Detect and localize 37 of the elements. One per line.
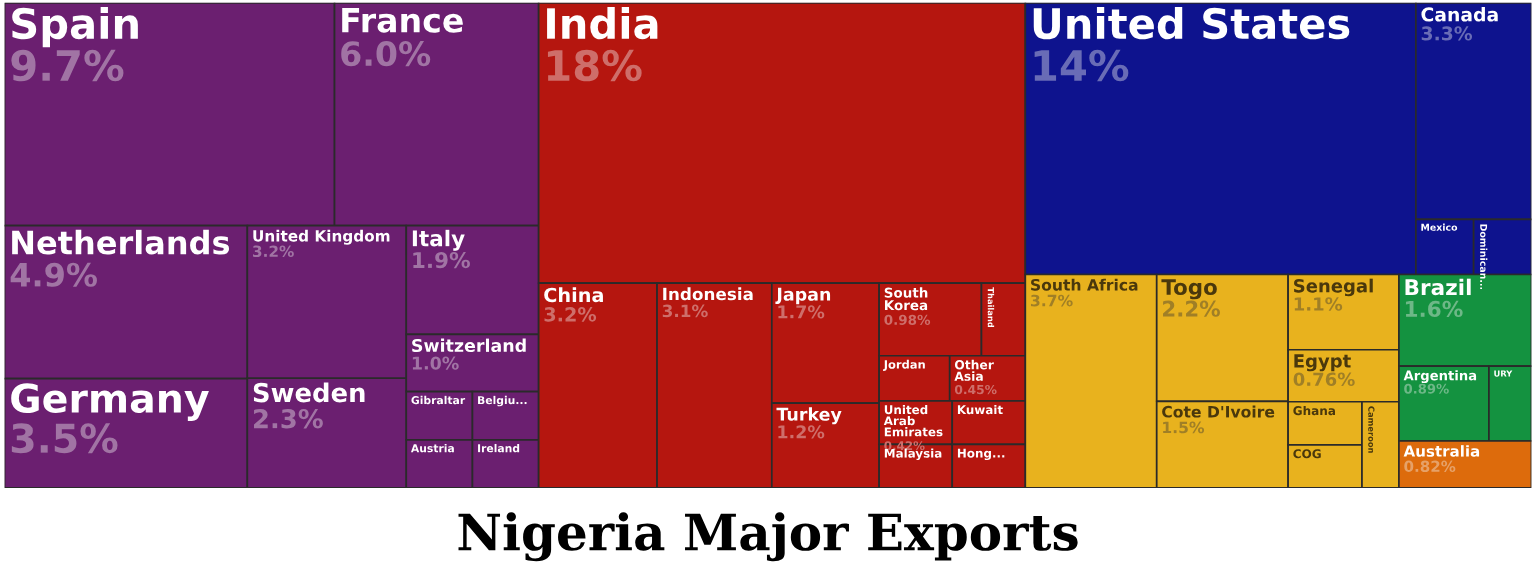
category-label: Netherlands [12, 229, 230, 255]
category-label: Canada [1421, 7, 1498, 22]
category-label: Senegal [1294, 278, 1373, 297]
data-label: 1.1% [1294, 297, 1343, 311]
category-label: Indonesia [663, 287, 753, 301]
data-label: 3.2% [544, 307, 597, 322]
data-label: 3.1% [662, 304, 708, 318]
category-label: Sweden [253, 382, 365, 403]
data-label: 2.3% [254, 408, 323, 429]
data-label: 0.76% [1293, 372, 1355, 387]
category-label: Turkey [776, 407, 842, 425]
category-label: Switzerland [412, 338, 526, 353]
category-label: France [342, 8, 463, 33]
data-label: 1.0% [412, 356, 459, 370]
data-label: 14% [1034, 49, 1129, 82]
data-label: 6.0% [341, 41, 431, 67]
category-label: Italy [412, 229, 465, 251]
category-label: Egypt [1294, 354, 1351, 372]
category-label: Brazil [1405, 278, 1471, 296]
data-label: 1.6% [1405, 300, 1463, 318]
data-label: 18% [547, 49, 642, 82]
data-label: 2.2% [1163, 300, 1220, 317]
data-label: 3.3% [1421, 26, 1473, 41]
category-label: China [544, 287, 603, 303]
category-label: Togo [1161, 279, 1217, 300]
category-label: Spain [12, 7, 138, 48]
data-label: 9.7% [11, 49, 124, 82]
data-label: 1.7% [778, 305, 825, 319]
data-label: 1.9% [413, 251, 470, 269]
data-label: 1.2% [778, 425, 825, 439]
category-label: India [547, 7, 658, 40]
data-label: 3.5% [11, 423, 118, 454]
text: Nigeria Major Exports [458, 512, 1078, 562]
category-label: United States [1033, 7, 1350, 40]
data-label: 4.9% [10, 262, 97, 287]
category-label: Germany [11, 383, 209, 422]
category-label: Japan [775, 287, 831, 305]
